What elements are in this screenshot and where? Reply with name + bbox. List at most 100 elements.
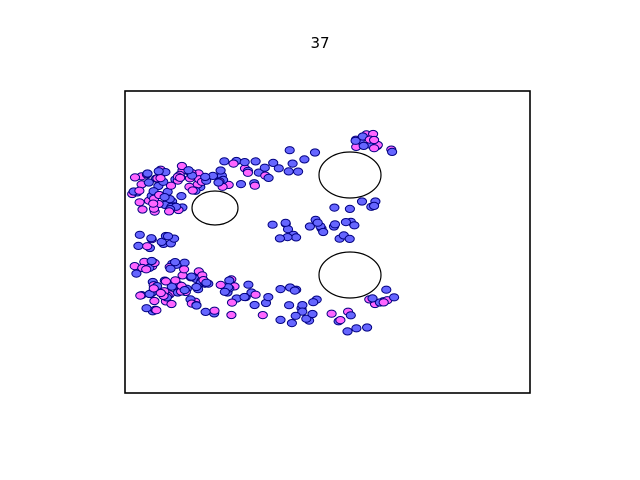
particle bbox=[219, 287, 230, 296]
particle bbox=[165, 181, 177, 190]
particle bbox=[249, 300, 260, 310]
particle bbox=[284, 301, 295, 310]
particle bbox=[273, 164, 284, 173]
particle bbox=[160, 277, 171, 286]
particle bbox=[133, 241, 144, 250]
particle bbox=[159, 193, 170, 202]
particle bbox=[243, 280, 254, 289]
particle bbox=[146, 234, 157, 243]
particle bbox=[148, 284, 159, 293]
particle bbox=[318, 227, 329, 237]
particle bbox=[387, 147, 398, 156]
particle bbox=[329, 220, 341, 229]
particle bbox=[286, 319, 297, 328]
particle bbox=[301, 314, 312, 323]
particle bbox=[131, 269, 142, 278]
particle bbox=[308, 298, 319, 307]
particle bbox=[235, 180, 247, 189]
particle bbox=[186, 272, 197, 281]
particle bbox=[274, 234, 285, 243]
particle bbox=[135, 291, 146, 300]
particle-layer bbox=[127, 129, 400, 336]
particle bbox=[170, 276, 181, 285]
particle bbox=[267, 220, 278, 229]
particle bbox=[250, 157, 261, 166]
particle bbox=[134, 186, 145, 195]
particle bbox=[335, 316, 346, 325]
particle bbox=[287, 159, 298, 168]
particle bbox=[183, 166, 194, 175]
particle bbox=[257, 311, 268, 320]
particle bbox=[148, 199, 159, 208]
particle bbox=[350, 136, 361, 145]
particle bbox=[345, 311, 356, 320]
particle bbox=[369, 135, 380, 145]
particle bbox=[164, 207, 175, 216]
particle bbox=[179, 265, 190, 274]
particle bbox=[259, 163, 270, 172]
particle bbox=[275, 285, 286, 294]
particle bbox=[329, 203, 340, 212]
particle bbox=[358, 141, 369, 150]
particle bbox=[263, 173, 274, 182]
particle bbox=[142, 169, 153, 178]
particle bbox=[200, 172, 211, 181]
particle bbox=[351, 324, 362, 333]
particle bbox=[344, 234, 355, 243]
particle bbox=[349, 221, 360, 230]
particle bbox=[141, 304, 152, 313]
particle bbox=[307, 309, 318, 319]
particle bbox=[200, 307, 211, 316]
particle bbox=[155, 288, 166, 298]
particle bbox=[149, 296, 160, 306]
particle bbox=[226, 298, 238, 307]
particle bbox=[326, 309, 337, 318]
particle bbox=[340, 218, 351, 227]
particle bbox=[268, 158, 279, 167]
particle bbox=[378, 298, 389, 307]
particle bbox=[263, 293, 274, 302]
particle bbox=[284, 146, 295, 155]
particle bbox=[389, 293, 400, 302]
particle bbox=[293, 167, 304, 176]
simulation-boundary bbox=[124, 90, 531, 394]
particle bbox=[187, 186, 198, 195]
particle bbox=[176, 161, 187, 171]
particle bbox=[219, 157, 230, 166]
particle bbox=[381, 285, 392, 294]
particle bbox=[191, 282, 202, 292]
particle bbox=[297, 307, 308, 316]
particle bbox=[290, 311, 301, 320]
particle bbox=[275, 315, 286, 324]
particle bbox=[191, 301, 202, 310]
particle bbox=[134, 230, 145, 239]
particle bbox=[239, 292, 250, 302]
obstacle-circle bbox=[318, 151, 382, 199]
particle bbox=[289, 286, 300, 295]
particle bbox=[344, 204, 355, 213]
particle bbox=[175, 173, 186, 182]
particle bbox=[369, 201, 380, 210]
frame-counter: 37 bbox=[310, 34, 330, 52]
particle bbox=[356, 197, 368, 206]
particle bbox=[166, 299, 177, 309]
particle bbox=[151, 306, 162, 315]
obstacle-layer bbox=[191, 151, 382, 299]
particle bbox=[250, 290, 261, 299]
particle bbox=[369, 144, 380, 153]
particle bbox=[367, 294, 378, 303]
particle bbox=[362, 323, 373, 332]
particle bbox=[179, 286, 190, 295]
particle bbox=[249, 181, 260, 190]
obstacle-circle bbox=[318, 251, 382, 299]
particle bbox=[143, 178, 154, 187]
particle bbox=[304, 222, 315, 231]
particle bbox=[312, 218, 323, 227]
particle bbox=[153, 167, 164, 176]
particle bbox=[170, 258, 181, 267]
particle bbox=[228, 159, 239, 168]
particle bbox=[291, 233, 302, 242]
particle bbox=[280, 218, 291, 227]
particle bbox=[165, 264, 176, 273]
